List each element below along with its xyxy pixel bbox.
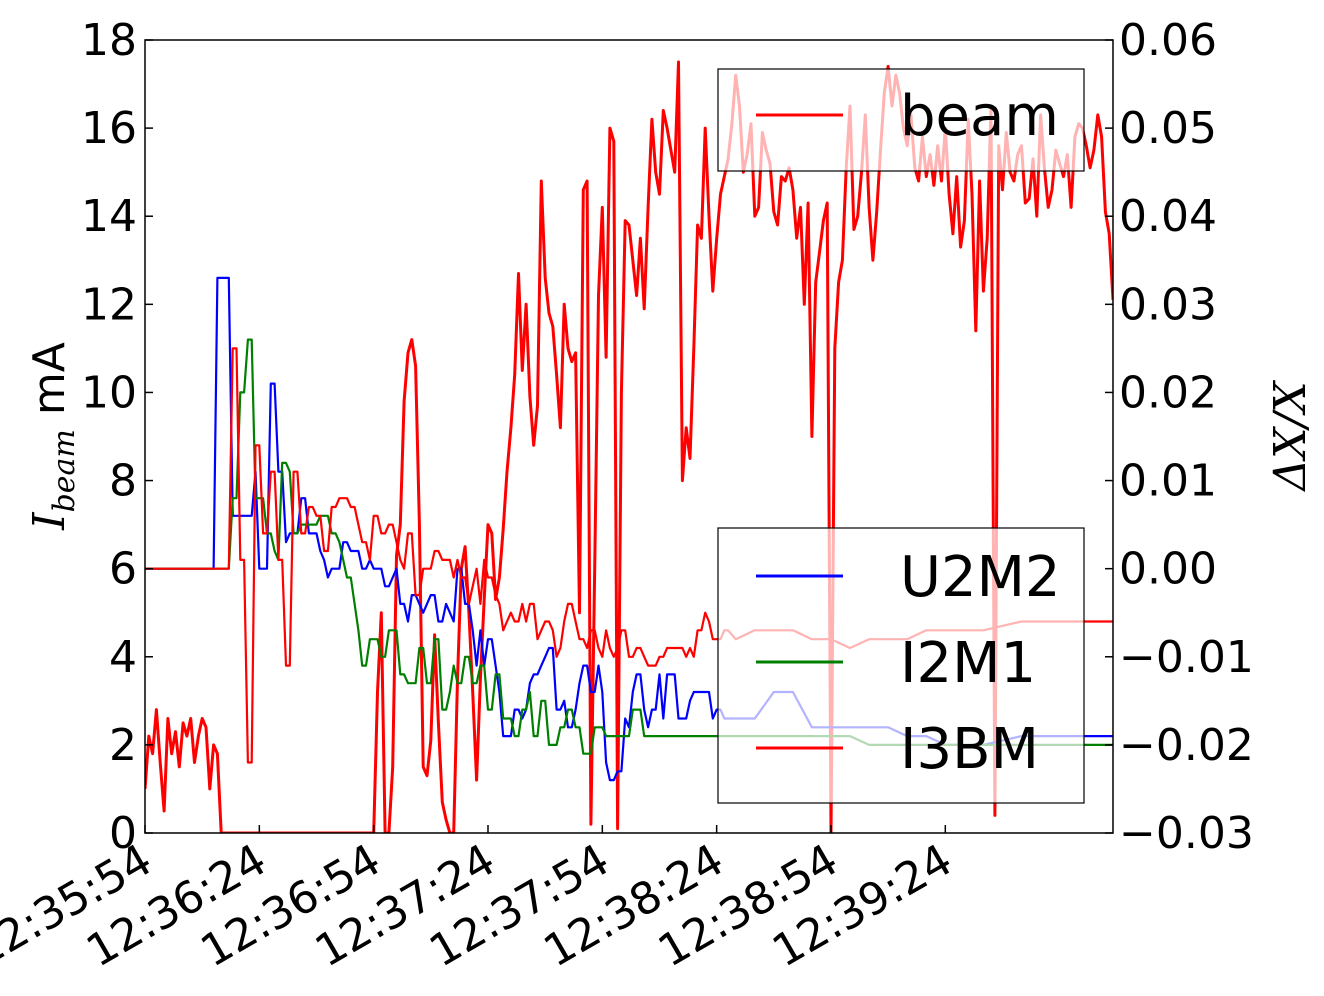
legend-bottom (717, 527, 1085, 804)
y-right-tick-label: 0.01 (1119, 456, 1217, 507)
y-right-tick-label: −0.03 (1119, 808, 1254, 859)
legend-top (717, 68, 1085, 172)
series-line-i2m1 (145, 338, 1113, 755)
y-right-tick-label: 0.05 (1119, 103, 1217, 154)
y-left-tick-label: 0 (109, 808, 137, 859)
y-axis-right-title: ΔX/X (1265, 380, 1316, 493)
y-left-tick-label: 6 (109, 544, 137, 595)
y-left-tick-label: 2 (109, 720, 137, 771)
y-right-tick-label: 0.02 (1119, 367, 1217, 418)
y-right-tick-label: −0.01 (1119, 632, 1254, 683)
legend-layer: beam U2M2 I2M1 I3BM (717, 68, 1085, 804)
y-right-tick-label: 0.00 (1119, 544, 1217, 595)
y-axis-left-unit: mA (24, 342, 75, 429)
y-right-tick-label: 0.04 (1119, 191, 1217, 242)
series-layer (145, 60, 1113, 833)
y-axis-left-subscript: beam (47, 429, 82, 512)
y-left-tick-label: 16 (81, 103, 137, 154)
legend-label-beam: beam (900, 84, 1059, 149)
legend-label-i2m1: I2M1 (900, 631, 1036, 696)
y-left-tick-label: 4 (109, 632, 137, 683)
y-right-tick-label: −0.02 (1119, 720, 1254, 771)
y-left-tick-label: 12 (81, 279, 137, 330)
y-axis-left-symbol: I (24, 511, 75, 531)
plot-frame (144, 39, 1114, 834)
y-left-tick-label: 8 (109, 456, 137, 507)
legend-label-u2m2: U2M2 (900, 545, 1061, 610)
y-right-tick-label: 0.06 (1119, 15, 1217, 66)
series-line-u2m2 (145, 276, 1113, 782)
y-left-tick-label: 14 (81, 191, 137, 242)
y-left-tick-label: 18 (81, 15, 137, 66)
legend-label-i3bm: I3BM (900, 717, 1039, 782)
series-line-i3bm (145, 347, 1113, 764)
y-right-tick-label: 0.03 (1119, 279, 1217, 330)
y-axis-left-title: Ibeam mA (24, 342, 82, 531)
y-left-tick-label: 10 (81, 367, 137, 418)
series-line-beam (145, 60, 1113, 833)
